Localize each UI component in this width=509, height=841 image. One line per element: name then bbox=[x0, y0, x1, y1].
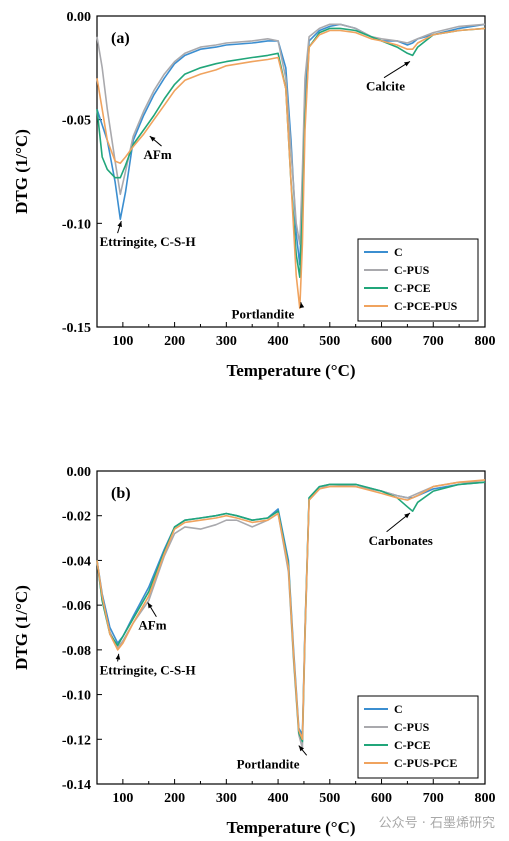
legend-item: C-PUS-PCE bbox=[394, 756, 457, 770]
annotation-arrowhead bbox=[404, 513, 410, 519]
annotation-label: Ettringite, C-S-H bbox=[100, 234, 196, 249]
legend-item: C bbox=[394, 702, 403, 716]
annotation-arrowhead bbox=[298, 745, 305, 752]
legend-item: C-PCE bbox=[394, 738, 431, 752]
legend-item: C-PCE-PUS bbox=[394, 299, 458, 313]
x-tick-label: 700 bbox=[423, 334, 444, 349]
x-tick-label: 500 bbox=[319, 334, 340, 349]
annotation-label: AFm bbox=[138, 618, 166, 633]
annotation-arrowhead bbox=[147, 602, 153, 609]
legend-item: C-PCE bbox=[394, 281, 431, 295]
x-tick-label: 200 bbox=[164, 791, 185, 806]
series-line-c-pus-pce bbox=[96, 479, 486, 741]
y-tick-label: -0.05 bbox=[62, 114, 91, 129]
annotation-label: Portlandite bbox=[232, 307, 295, 322]
x-tick-label: 500 bbox=[319, 791, 340, 806]
x-tick-label: 300 bbox=[216, 791, 237, 806]
panel-a: 100 200 300 400 500 600 700 800 0.00 -0.05 -0.10 -0… bbox=[12, 10, 496, 380]
annotation-arrowhead bbox=[115, 653, 121, 660]
x-tick-label: 600 bbox=[371, 334, 392, 349]
annotation-arrowhead bbox=[299, 302, 305, 309]
y-tick-label: -0.04 bbox=[62, 554, 91, 569]
x-tick-label: 200 bbox=[164, 334, 185, 349]
x-axis-title: Temperature (°C) bbox=[226, 818, 355, 837]
y-axis-title: DTG (1/°C) bbox=[12, 585, 31, 670]
y-tick-label: -0.02 bbox=[62, 510, 91, 525]
y-tick-label: 0.00 bbox=[67, 10, 92, 25]
series-line-c-pce-pus bbox=[96, 27, 486, 310]
y-tick-label: 0.00 bbox=[67, 465, 92, 480]
x-tick-label: 100 bbox=[112, 791, 133, 806]
y-tick-label: -0.12 bbox=[62, 733, 91, 748]
panel-b: 100 200 300 400 500 600 700 800 0.00 -0.02 -0.04 -0… bbox=[12, 465, 496, 837]
legend-item: C bbox=[394, 245, 403, 259]
series-line-c-pus bbox=[96, 23, 486, 245]
x-tick-label: 400 bbox=[268, 791, 289, 806]
watermark-text: 公众号 · 石墨烯研究 bbox=[378, 816, 495, 831]
panel-label: (b) bbox=[111, 485, 131, 502]
x-axis-title: Temperature (°C) bbox=[226, 361, 355, 380]
annotation-arrowhead bbox=[149, 136, 156, 142]
x-tick-label: 100 bbox=[112, 334, 133, 349]
y-tick-label: -0.10 bbox=[62, 689, 91, 704]
annotation-label: AFm bbox=[144, 147, 172, 162]
panel-label: (a) bbox=[111, 30, 130, 47]
y-tick-label: -0.15 bbox=[62, 321, 91, 336]
x-tick-label: 400 bbox=[268, 334, 289, 349]
x-tick-label: 300 bbox=[216, 334, 237, 349]
x-tick-label: 800 bbox=[475, 791, 496, 806]
plot-frame bbox=[96, 15, 486, 328]
y-tick-label: -0.06 bbox=[62, 599, 91, 614]
y-tick-label: -0.10 bbox=[62, 217, 91, 232]
legend-item: C-PUS bbox=[394, 720, 430, 734]
x-tick-label: 800 bbox=[475, 334, 496, 349]
y-axis-title: DTG (1/°C) bbox=[12, 129, 31, 214]
x-tick-label: 600 bbox=[371, 791, 392, 806]
legend-item: C-PUS bbox=[394, 263, 430, 277]
y-tick-label: -0.08 bbox=[62, 644, 91, 659]
annotation-label: Calcite bbox=[366, 79, 405, 94]
annotation-arrowhead bbox=[404, 61, 410, 67]
annotation-label: Carbonates bbox=[369, 533, 433, 548]
annotation-label: Ettringite, C-S-H bbox=[100, 662, 196, 677]
y-tick-label: -0.14 bbox=[62, 778, 91, 793]
plot-frame bbox=[96, 470, 486, 785]
annotation-arrowhead bbox=[117, 221, 122, 228]
annotation-label: Portlandite bbox=[237, 756, 300, 771]
x-tick-label: 700 bbox=[423, 791, 444, 806]
